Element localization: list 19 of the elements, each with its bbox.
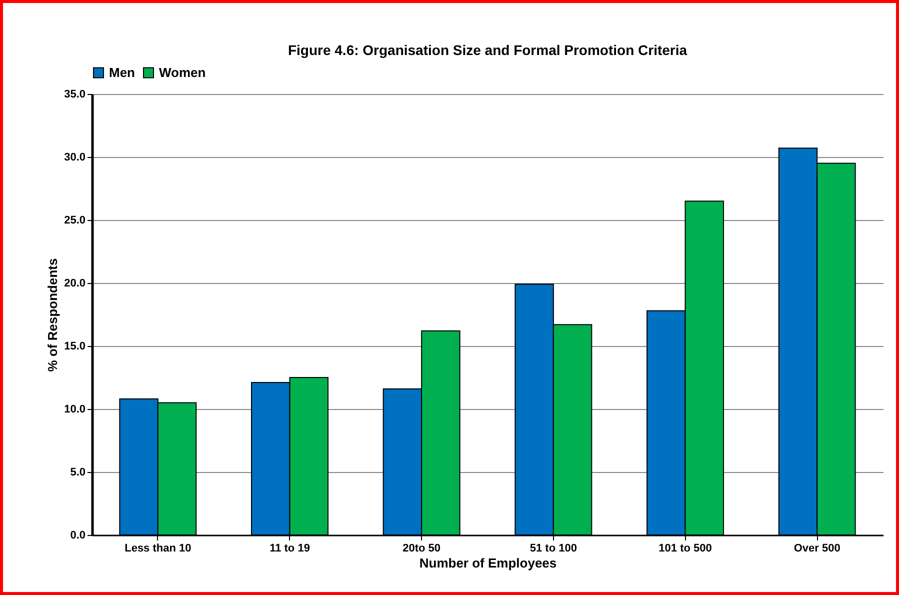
y-tick-label: 30.0: [64, 152, 86, 164]
x-tick-label: 101 to 500: [658, 542, 712, 554]
y-tick-label: 15.0: [64, 340, 86, 352]
y-tick-label: 10.0: [64, 404, 86, 416]
x-tick-label: 11 to 19: [270, 542, 310, 554]
legend-label: Men: [109, 64, 136, 80]
chart-title: Figure 4.6: Organisation Size and Formal Promotion Criteria: [288, 42, 688, 58]
x-tick-label: Over 500: [794, 542, 840, 554]
y-axis-title: % of Respondents: [45, 258, 60, 372]
legend-label: Women: [159, 64, 206, 80]
y-tick-label: 35.0: [64, 88, 86, 100]
y-tick-label: 5.0: [70, 466, 86, 478]
x-tick-label: 51 to 100: [530, 542, 577, 554]
y-tick-label: 25.0: [64, 214, 86, 226]
y-tick-label: 0.0: [70, 530, 86, 542]
x-tick-label: Less than 10: [124, 542, 192, 554]
y-tick-label: 20.0: [64, 278, 86, 290]
x-tick-label: 20to 50: [402, 542, 441, 554]
x-axis-title: Number of Employees: [419, 556, 557, 570]
